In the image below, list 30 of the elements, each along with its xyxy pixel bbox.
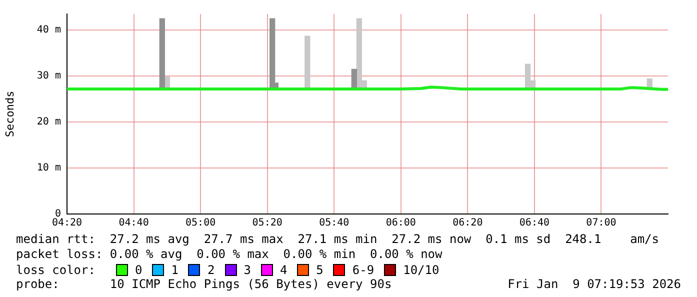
text: packet loss: 0.00 % avg 0.00 % max 0.00 % min 0.00 % now (16, 247, 444, 262)
x-tick-label: 06:40 (519, 218, 550, 229)
y-tick-label: 10 m (36, 162, 61, 174)
y-tick-label: 20 m (36, 116, 61, 128)
bar (270, 18, 276, 90)
x-tick-label: 06:20 (452, 218, 483, 229)
x-tick-label: 05:40 (319, 218, 350, 229)
text: 1 (171, 262, 178, 276)
text: 4 (280, 262, 288, 276)
text: probe: 10 ICMP Echo Pings (56 Bytes) every 90s (16, 277, 392, 292)
y-tick-label: 30 m (36, 70, 61, 82)
text: median rtt: 27.2 ms avg 27.7 ms max 27.1 ms min 27.2 ms now 0.1 ms sd 248.1 am/s (16, 232, 660, 247)
text: loss color: (16, 262, 96, 276)
text: 6-9 (352, 262, 374, 276)
x-tick-label: 04:20 (52, 218, 82, 229)
x-tick-label: 05:20 (252, 218, 282, 229)
text: 3 (244, 262, 251, 276)
text: 5 (316, 262, 324, 276)
x-tick-label: 07:00 (586, 218, 616, 229)
text: 10/10 (403, 262, 440, 276)
y-axis-title: Seconds (3, 90, 16, 138)
x-tick-label: 04:40 (118, 218, 149, 229)
text: 2 (207, 262, 215, 276)
text: 0 (135, 262, 142, 276)
y-tick-label: 40 m (36, 24, 61, 36)
text: Fri Jan 9 07:19:53 2026 (508, 277, 681, 292)
bar (304, 36, 310, 90)
x-tick-label: 05:00 (186, 218, 216, 229)
x-tick-label: 06:00 (386, 218, 416, 229)
bar (159, 18, 165, 90)
